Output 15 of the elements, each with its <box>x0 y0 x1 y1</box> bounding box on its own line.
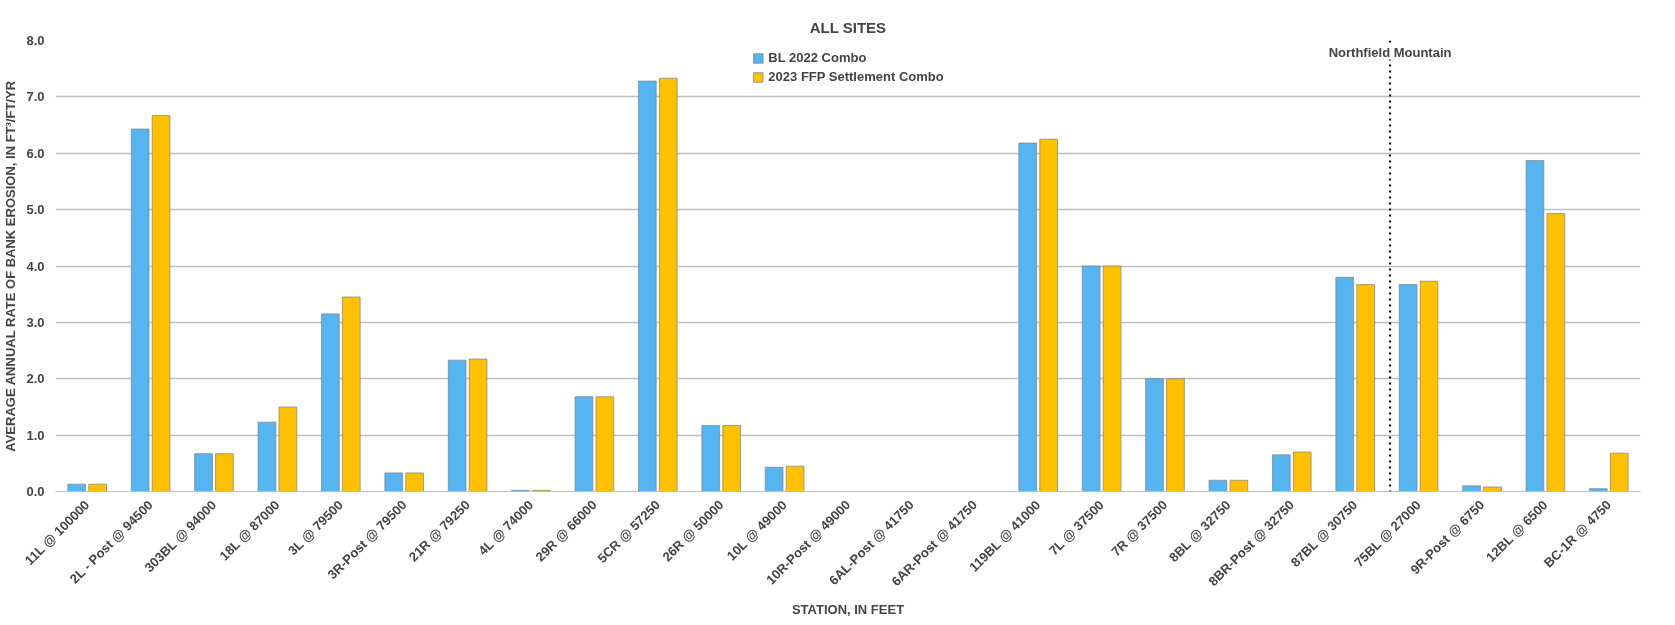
y-tick-label: 0.0 <box>26 484 45 499</box>
legend-label: BL 2022 Combo <box>768 50 867 65</box>
legend-label: 2023 FFP Settlement Combo <box>768 69 944 84</box>
y-tick-label: 2.0 <box>26 371 45 387</box>
y-tick-label: 8.0 <box>26 33 45 48</box>
y-tick-label: 6.0 <box>26 145 45 161</box>
y-tick-label: 4.0 <box>26 258 45 274</box>
y-tick-label: 7.0 <box>26 89 45 105</box>
ref-line-label: Northfield Mountain <box>1328 44 1452 60</box>
y-tick-label: 1.0 <box>26 427 45 443</box>
x-axis-title: STATION, IN FEET <box>791 602 905 618</box>
chart-title: ALL SITES <box>809 18 887 36</box>
y-tick-label: 3.0 <box>26 314 45 330</box>
y-axis-title: AVERAGE ANNUAL RATE OF BANK EROSION, IN FT³/FT/YR <box>3 80 19 452</box>
y-tick-label: 5.0 <box>26 202 45 218</box>
